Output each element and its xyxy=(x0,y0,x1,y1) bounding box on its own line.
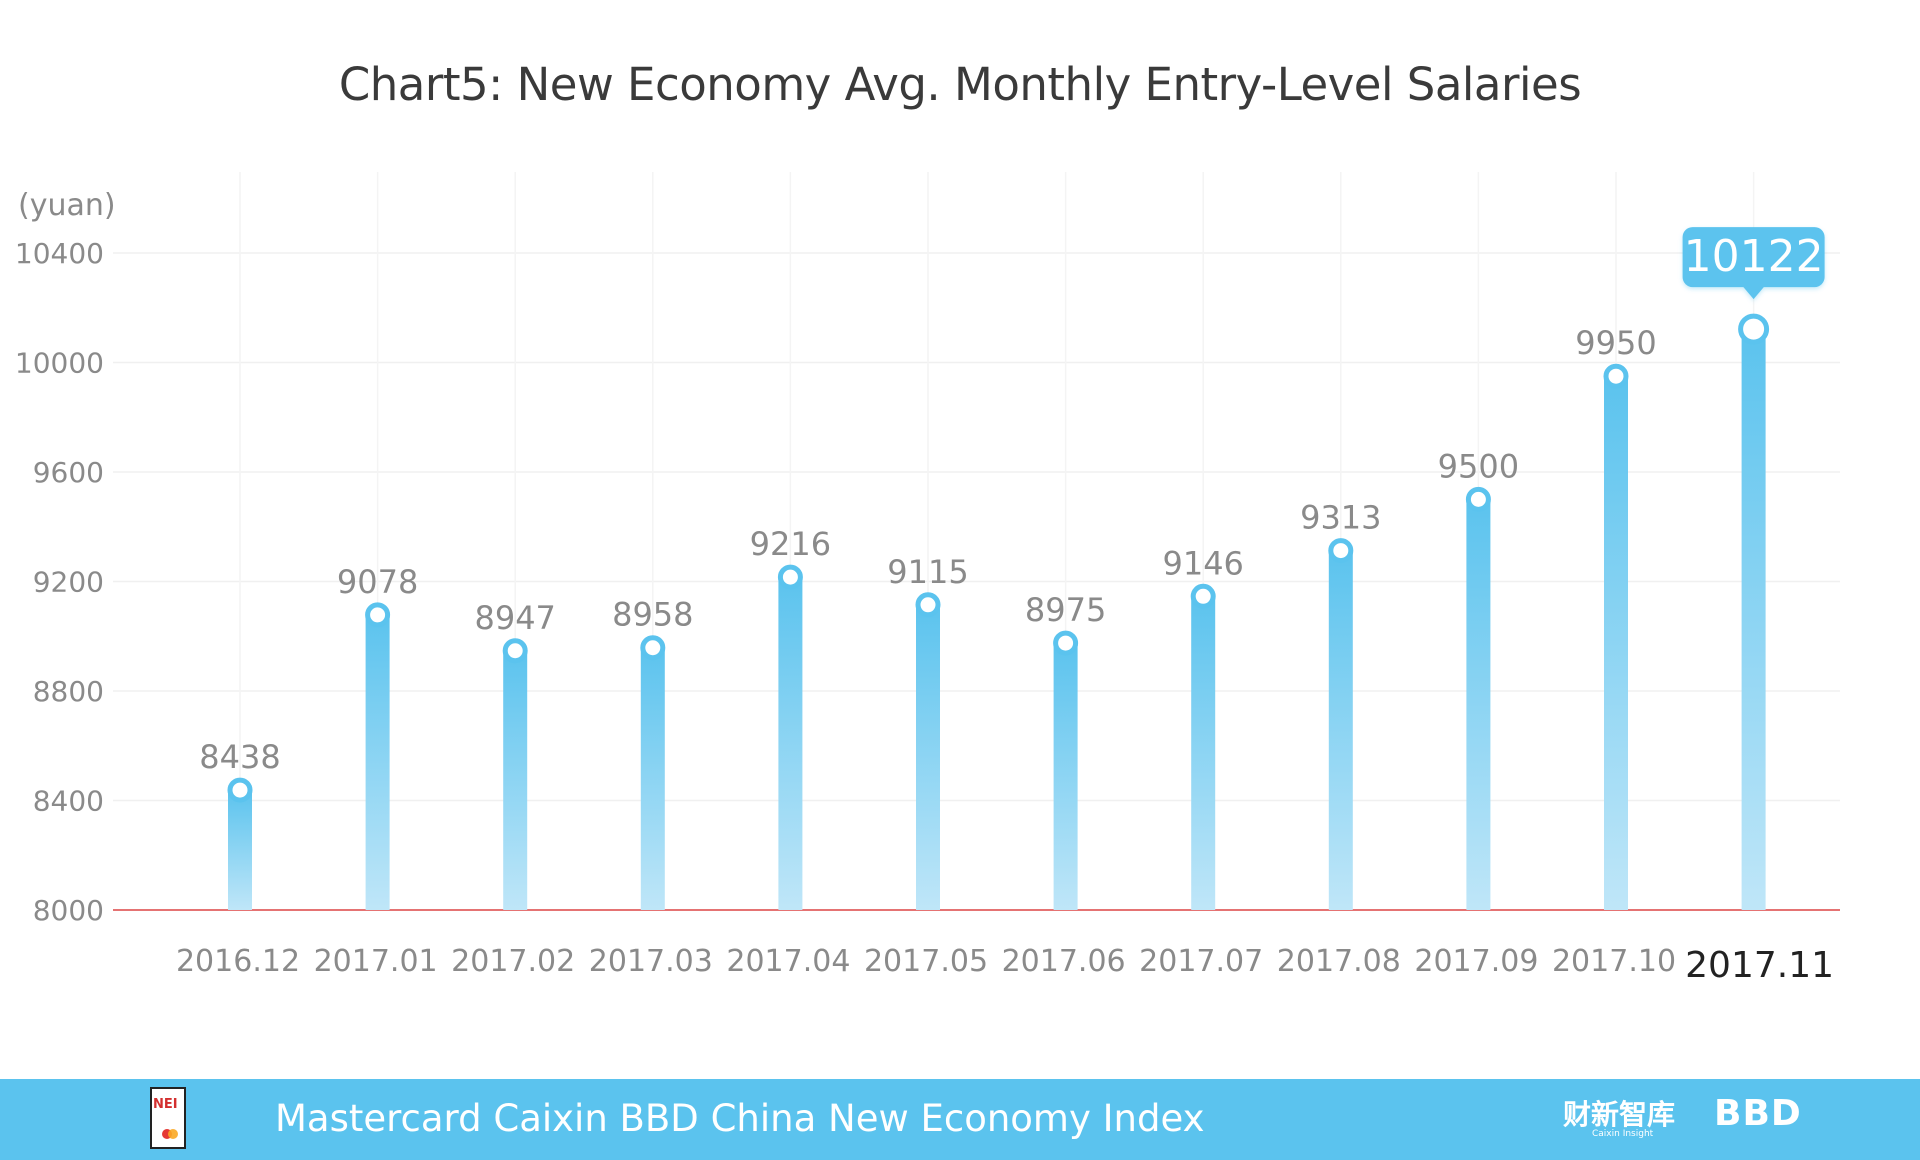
x-tick-label: 2017.04 xyxy=(726,944,850,979)
mastercard-circle-red-icon xyxy=(162,1129,172,1139)
x-tick-label: 2017.05 xyxy=(864,944,988,979)
bar xyxy=(1053,643,1078,910)
bar xyxy=(1741,329,1766,910)
data-label: 10122 xyxy=(1684,231,1824,282)
bar-chart: (yuan) 8000 8400 8800 9200 9600 10000 10400 84… xyxy=(15,172,1840,986)
bar xyxy=(503,650,528,910)
bar-marker xyxy=(502,638,528,664)
bar-marker xyxy=(1328,538,1354,564)
bar-marker xyxy=(1465,486,1491,512)
data-label: 9216 xyxy=(750,525,831,563)
bar-marker xyxy=(1190,583,1216,609)
x-tick-label: 2017.03 xyxy=(589,944,713,979)
bar xyxy=(1466,499,1491,910)
data-label: 9078 xyxy=(337,563,418,601)
bar xyxy=(365,614,390,910)
x-tick-label: 2017.02 xyxy=(451,944,575,979)
data-label: 9950 xyxy=(1575,324,1656,362)
x-tick-label: 2017.07 xyxy=(1139,944,1263,979)
bar xyxy=(228,790,252,910)
mastercard-circle-yellow-icon xyxy=(168,1129,178,1139)
y-tick-label: 10400 xyxy=(15,237,104,270)
y-tick-label: 10000 xyxy=(15,347,104,380)
y-tick-label: 8800 xyxy=(33,675,104,708)
footer-title: Mastercard Caixin BBD China New Economy … xyxy=(275,1097,1205,1140)
bar xyxy=(778,577,803,910)
bar-marker xyxy=(227,777,253,803)
bar-marker xyxy=(777,564,803,590)
data-label: 9313 xyxy=(1300,499,1381,537)
bar-marker xyxy=(1603,363,1629,389)
y-tick-label: 8400 xyxy=(33,785,104,818)
bar-marker xyxy=(365,602,391,628)
callout-pointer xyxy=(1742,286,1765,300)
x-tick-label: 2017.09 xyxy=(1414,944,1538,979)
bar-layer: 8438 9078 8947 8958 9216 9115 8975 9146 9313 9500… xyxy=(199,227,1825,910)
y-tick-label: 8000 xyxy=(33,894,104,927)
nei-logo-icon: NEI xyxy=(150,1087,186,1149)
x-tick-label: 2017.08 xyxy=(1277,944,1401,979)
bar xyxy=(916,604,940,910)
bar xyxy=(1191,596,1216,910)
nei-logo-text: NEI xyxy=(153,1097,178,1112)
chart-title: Chart5: New Economy Avg. Monthly Entry-L… xyxy=(338,58,1582,111)
bar-marker xyxy=(915,592,941,618)
y-axis: (yuan) 8000 8400 8800 9200 9600 10000 10400 xyxy=(15,188,116,927)
y-axis-unit-label: (yuan) xyxy=(18,188,116,223)
bar xyxy=(1328,550,1353,910)
x-tick-label: 2016.12 xyxy=(176,944,300,979)
x-tick-label: 2017.06 xyxy=(1002,944,1126,979)
bar xyxy=(1604,376,1628,910)
x-axis: 2016.12 2017.01 2017.02 2017.03 2017.04 2017.… xyxy=(176,944,1834,986)
bar xyxy=(640,647,665,910)
highlight-callout: 10122 xyxy=(1682,227,1825,300)
bbd-logo: BBD xyxy=(1714,1093,1802,1134)
data-label: 8958 xyxy=(612,596,693,634)
y-tick-label: 9600 xyxy=(33,456,104,489)
data-label: 9115 xyxy=(887,553,968,591)
x-tick-label: 2017.01 xyxy=(314,944,438,979)
bar-marker xyxy=(640,635,666,661)
data-label: 9146 xyxy=(1162,544,1243,582)
x-tick-label: 2017.11 xyxy=(1685,945,1834,986)
data-label: 8438 xyxy=(199,738,280,776)
caixin-insight-logo: 财新智库 xyxy=(1563,1098,1676,1131)
bar-marker xyxy=(1738,313,1770,345)
y-tick-label: 9200 xyxy=(33,566,104,599)
data-label: 8975 xyxy=(1025,591,1106,629)
footer-bar: NEI Mastercard Caixin BBD China New Econ… xyxy=(0,1079,1920,1160)
bar-marker xyxy=(1053,630,1079,656)
callout-box xyxy=(1682,227,1825,288)
data-label: 8947 xyxy=(474,599,555,637)
x-tick-label: 2017.10 xyxy=(1552,944,1676,979)
caixin-insight-logo-subtitle: Caixin Insight xyxy=(1592,1129,1654,1139)
data-label: 9500 xyxy=(1438,447,1519,485)
